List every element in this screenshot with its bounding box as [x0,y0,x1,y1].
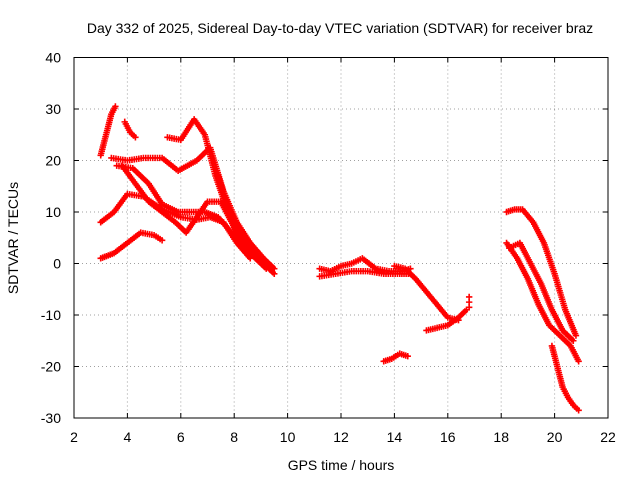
x-tick-label: 10 [280,429,296,445]
data-point [465,293,473,301]
data-point [132,134,139,141]
data-point [268,265,275,272]
y-axis-title: SDTVAR / TECUs [5,182,21,294]
x-tick-label: 20 [547,429,563,445]
series-arc-2 [121,118,139,141]
x-tick-label: 22 [600,429,616,445]
data-point [404,353,411,360]
data-point [112,103,119,110]
data-point [158,237,166,244]
y-tick-label: 40 [45,50,61,66]
x-tick-label: 16 [440,429,456,445]
data-point [570,337,577,344]
data-point [263,265,270,272]
y-tick-label: 0 [53,256,61,272]
y-tick-label: 10 [45,204,61,220]
x-tick-label: 6 [177,429,185,445]
x-tick-label: 14 [387,429,403,445]
y-tick-label: -30 [41,410,61,426]
x-axis-title: GPS time / hours [288,457,395,473]
x-tick-label: 8 [230,429,238,445]
data-point [575,407,582,414]
data-point [572,332,580,339]
series-arc-18 [506,239,577,344]
chart-title: Day 332 of 2025, Sidereal Day-to-day VTE… [87,20,593,36]
series-arc-13 [423,306,470,334]
series-arc-15 [465,293,473,311]
series-arc-11 [316,268,414,280]
series-arc-19 [548,342,582,414]
data-point [465,304,473,311]
series-arc-16 [503,206,580,339]
series-arc-1 [97,103,119,159]
x-tick-label: 2 [70,429,78,445]
y-tick-label: -10 [41,307,61,323]
series-arc-8 [97,229,166,262]
series-arc-5 [97,190,254,262]
axis-ticks: 2 4 6 8 10 12 14 16 18 20 22 -30 -20 -10 0 10 20 30 40 [41,50,616,446]
x-tick-label: 18 [493,429,509,445]
data-point [271,270,278,277]
data-marks [97,103,582,414]
data-point [575,358,582,365]
x-tick-label: 12 [333,429,349,445]
series-arc-14 [380,350,411,365]
y-tick-label: -20 [41,359,61,375]
series-arc-17 [503,239,582,365]
y-tick-label: 30 [45,101,61,117]
series-arc-9 [214,172,270,272]
y-tick-label: 20 [45,153,61,169]
x-tick-label: 4 [124,429,132,445]
